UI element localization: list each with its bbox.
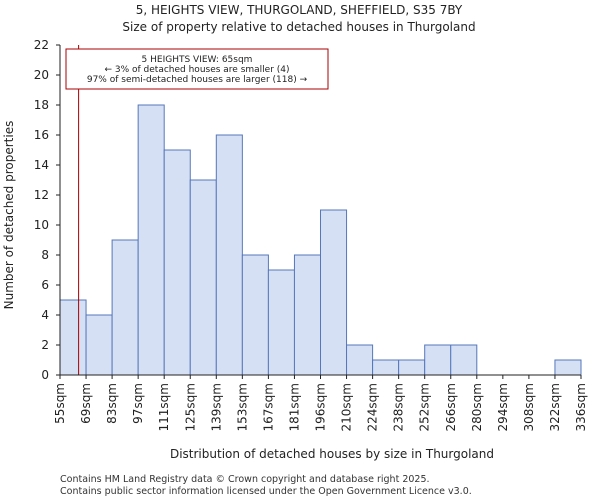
y-tick-label: 12 — [34, 188, 49, 202]
x-tick-label: 55sqm — [53, 383, 67, 424]
bar-55sqm — [59, 299, 87, 376]
y-tick-label: 4 — [41, 308, 49, 322]
x-tick-label: 280sqm — [470, 383, 484, 431]
x-tick-label: 238sqm — [392, 383, 406, 431]
bar-69sqm — [85, 314, 113, 376]
bar-238sqm — [398, 359, 426, 376]
bar-167sqm — [267, 269, 295, 376]
y-tick-group: 0 2 4 6 8 10 12 14 16 18 20 22 — [34, 38, 60, 382]
y-tick-label: 14 — [34, 158, 49, 172]
y-tick-label: 6 — [41, 278, 49, 292]
x-tick-label: 181sqm — [287, 383, 301, 431]
x-tick-label: 125sqm — [183, 383, 197, 431]
footer-line-2: Contains public sector information licen… — [60, 486, 472, 497]
bar-322sqm — [554, 359, 582, 376]
y-tick-label: 0 — [41, 368, 49, 382]
bar-group — [59, 104, 582, 376]
x-tick-label: 153sqm — [235, 383, 249, 431]
x-tick-label: 322sqm — [548, 383, 562, 431]
bar-125sqm — [189, 179, 217, 376]
x-tick-label: 139sqm — [209, 383, 223, 431]
annotation-line-3: 97% of semi-detached houses are larger (… — [87, 75, 308, 85]
chart-title: 5, HEIGHTS VIEW, THURGOLAND, SHEFFIELD, … — [136, 3, 463, 17]
bar-181sqm — [293, 254, 322, 376]
y-tick-label: 22 — [34, 38, 49, 52]
y-tick-label: 10 — [34, 218, 49, 232]
x-tick-label: 252sqm — [418, 383, 432, 431]
x-tick-label: 224sqm — [366, 383, 380, 431]
y-tick-label: 16 — [34, 128, 49, 142]
y-tick-label: 18 — [34, 98, 49, 112]
x-tick-label: 336sqm — [574, 383, 588, 431]
bar-111sqm — [163, 149, 191, 376]
x-tick-label: 111sqm — [157, 383, 171, 431]
x-tick-label: 294sqm — [496, 383, 510, 431]
x-tick-label: 308sqm — [522, 383, 536, 431]
annotation-border — [65, 48, 329, 90]
x-tick-label: 69sqm — [79, 383, 93, 424]
x-tick-label: 210sqm — [340, 383, 354, 431]
bar-196sqm — [320, 209, 348, 376]
bar-97sqm — [137, 104, 165, 376]
bar-210sqm — [346, 344, 374, 376]
x-tick-label: 266sqm — [444, 383, 458, 431]
bar-139sqm — [215, 134, 243, 376]
y-axis-label: Number of detached properties — [2, 121, 16, 310]
x-tick-label: 97sqm — [131, 383, 145, 424]
y-tick-label: 8 — [41, 248, 49, 262]
x-axis-label: Distribution of detached houses by size … — [170, 447, 494, 461]
bar-266sqm — [450, 344, 478, 376]
chart-subtitle: Size of property relative to detached ho… — [122, 20, 475, 34]
annotation-box: 5 HEIGHTS VIEW: 65sqm ← 3% of detached h… — [65, 48, 329, 90]
bar-252sqm — [424, 344, 452, 376]
annotation-line-2: ← 3% of detached houses are smaller (4) — [104, 65, 289, 75]
x-tick-label: 83sqm — [105, 383, 119, 424]
x-tick-label: 167sqm — [261, 383, 275, 431]
y-tick-label: 20 — [34, 68, 49, 82]
y-tick-label: 2 — [41, 338, 49, 352]
x-tick-label: 196sqm — [314, 383, 328, 431]
annotation-line-1: 5 HEIGHTS VIEW: 65sqm — [142, 55, 253, 65]
footer-line-1: Contains HM Land Registry data © Crown c… — [60, 474, 430, 485]
bar-153sqm — [241, 254, 269, 376]
bar-224sqm — [372, 359, 400, 376]
x-tick-group: 55sqm 69sqm 83sqm 97sqm 111sqm 125sqm 139sqm 15… — [53, 375, 588, 431]
bar-83sqm — [111, 239, 139, 376]
